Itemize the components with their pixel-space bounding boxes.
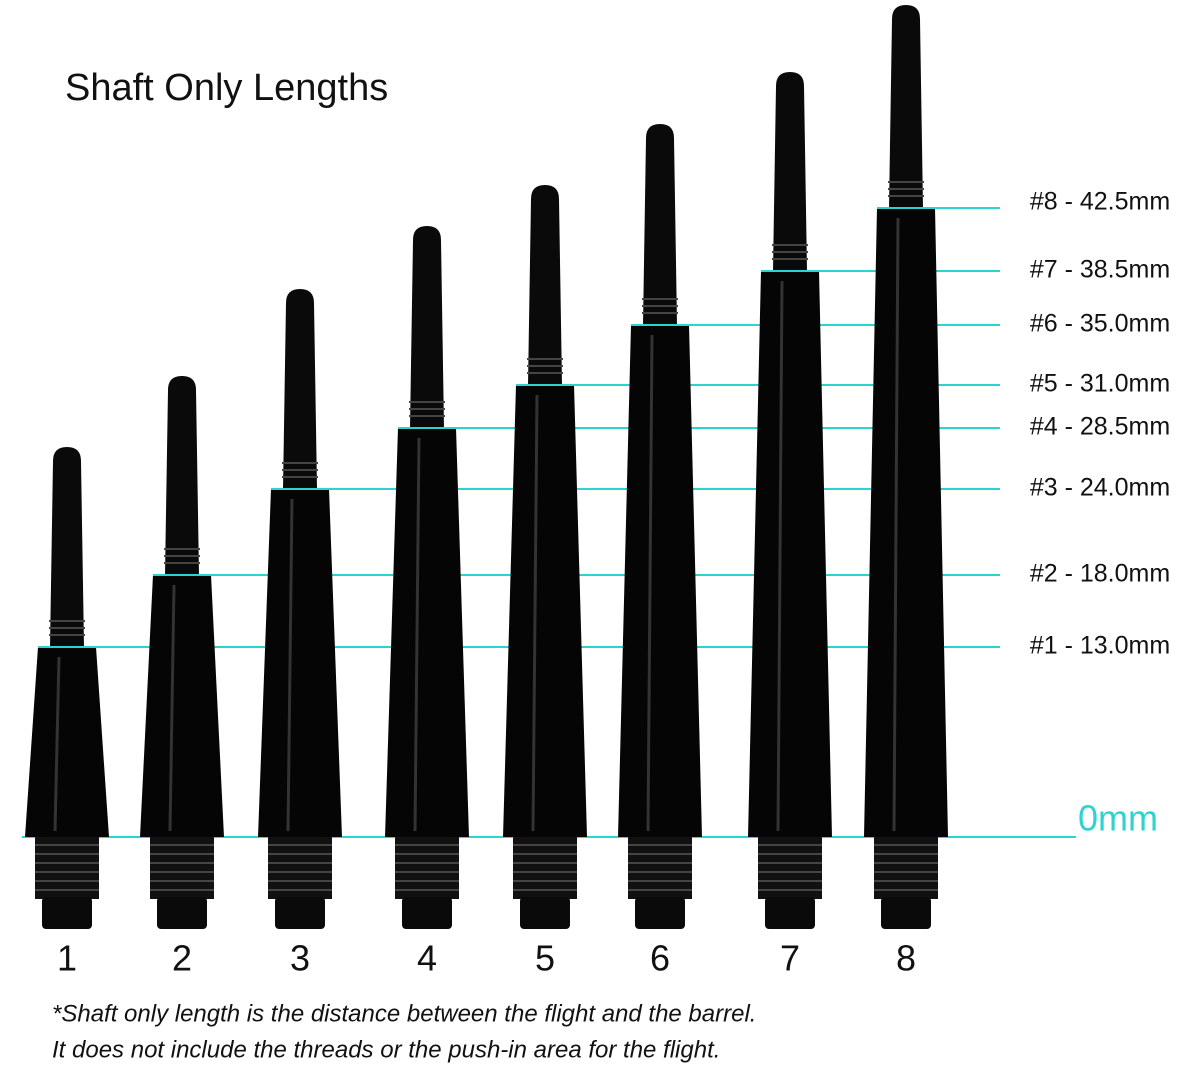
shaft-number: 3 [290,938,310,979]
shaft [258,289,342,929]
length-label: #1 - 13.0mm [1030,632,1170,660]
shaft [140,376,224,929]
shaft-stem [410,226,444,428]
shaft [25,447,109,929]
shaft-highlight [168,584,176,832]
shaft-tip [402,897,452,929]
shaft [748,72,832,929]
length-label: #5 - 31.0mm [1030,370,1170,398]
shaft-tip [275,897,325,929]
length-label: #2 - 18.0mm [1030,560,1170,588]
shaft-highlight [53,656,61,832]
shaft-highlight [892,217,900,832]
shaft [503,185,587,929]
shaft-highlight [646,334,654,832]
shaft-body [618,325,702,837]
footnote-line: *Shaft only length is the distance betwe… [52,1000,756,1027]
shaft [618,124,702,929]
shaft-thread [395,837,459,899]
shaft-thread [268,837,332,899]
title: Shaft Only Lengths [65,67,388,109]
shaft-number: 7 [780,938,800,979]
shaft-tip [635,897,685,929]
shaft-tip [157,897,207,929]
shaft-thread [874,837,938,899]
footnote-line: It does not include the threads or the p… [52,1036,720,1063]
shaft-number: 5 [535,938,555,979]
shaft-stem [528,185,562,385]
shaft-highlight [413,437,421,832]
shaft-number: 6 [650,938,670,979]
shaft-number: 8 [896,938,916,979]
shaft-body [503,385,587,837]
shaft-thread [758,837,822,899]
shaft-thread [513,837,577,899]
shaft-number: 4 [417,938,437,979]
shaft-tip [520,897,570,929]
shaft [385,226,469,929]
shaft-body [25,647,109,837]
shaft-stem [889,5,923,208]
shaft-stem [283,289,317,489]
shaft-highlight [286,498,294,832]
shaft-body [258,489,342,837]
shaft-number: 1 [57,938,77,979]
shaft-stem [165,376,199,575]
shaft-tip [881,897,931,929]
shaft-thread [150,837,214,899]
shaft-stem [50,447,84,647]
shaft-highlight [531,394,539,832]
zero-label: 0mm [1078,798,1158,839]
shaft-thread [35,837,99,899]
length-label: #3 - 24.0mm [1030,474,1170,502]
shaft-highlight [776,280,784,832]
shaft-body [748,271,832,837]
shaft-number: 2 [172,938,192,979]
length-label: #7 - 38.5mm [1030,256,1170,284]
shaft-body [140,575,224,837]
length-label: #6 - 35.0mm [1030,310,1170,338]
shaft-body [385,428,469,837]
shaft-tip [765,897,815,929]
shaft-tip [42,897,92,929]
length-label: #8 - 42.5mm [1030,188,1170,216]
shaft-body [864,208,948,837]
length-label: #4 - 28.5mm [1030,413,1170,441]
shaft-stem [773,72,807,271]
shaft-stem [643,124,677,325]
shaft [864,5,948,929]
shaft-thread [628,837,692,899]
